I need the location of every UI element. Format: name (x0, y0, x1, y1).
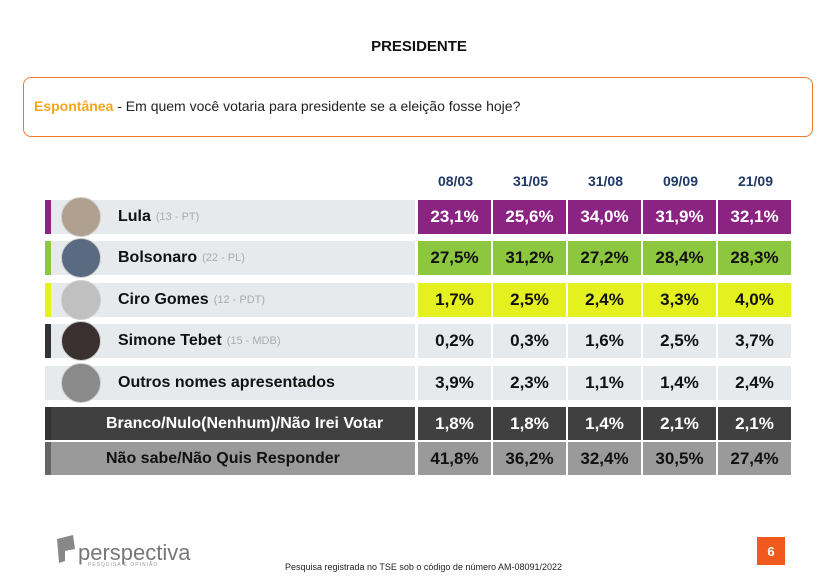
value-cell: 41,8% (418, 442, 491, 475)
candidate-name: Simone Tebet (118, 332, 222, 349)
value-cell: 0,3% (493, 324, 566, 358)
party: (12 - PDT) (213, 294, 266, 306)
value-cell: 0,2% (418, 324, 491, 358)
value-cell: 28,4% (643, 241, 716, 275)
column-header: 31/08 (587, 173, 624, 189)
value-cell: 4,0% (718, 283, 791, 317)
candidate-name: Bolsonaro (118, 249, 198, 266)
value-cell: 25,6% (493, 200, 566, 234)
value-cell: 3,3% (643, 283, 716, 317)
value-cell: 2,1% (643, 407, 716, 440)
value-cell: 3,9% (418, 366, 491, 400)
row-name: Outros nomes apresentados (118, 366, 335, 400)
row-accent (45, 283, 51, 317)
question-box (23, 77, 813, 137)
logo: perspectiva (78, 540, 191, 565)
row-background (45, 407, 415, 440)
value-cell: 1,4% (568, 407, 641, 440)
column-header: 09/09 (662, 173, 699, 189)
row-name: Lula (13 - PT) (118, 200, 199, 234)
candidate-name: Outros nomes apresentados (118, 374, 335, 391)
row-accent (45, 200, 51, 234)
value-cell: 1,7% (418, 283, 491, 317)
value-cell: 32,4% (568, 442, 641, 475)
value-cell: 27,4% (718, 442, 791, 475)
column-header: 31/05 (512, 173, 549, 189)
avatar (61, 280, 101, 320)
value-cell: 27,2% (568, 241, 641, 275)
row-background (45, 200, 415, 234)
row-background (45, 283, 415, 317)
avatar (61, 197, 101, 237)
footer-note: Pesquisa registrada no TSE sob o código … (285, 562, 563, 572)
value-cell: 32,1% (718, 200, 791, 234)
row-name: Ciro Gomes (12 - PDT) (118, 283, 265, 317)
row-background (45, 241, 415, 275)
candidate-name: Ciro Gomes (118, 291, 209, 308)
row-name: Não sabe/Não Quis Responder (106, 442, 340, 475)
value-cell: 1,4% (643, 366, 716, 400)
question: Espontânea - Em quem você votaria para p… (34, 98, 520, 114)
question-text: - Em quem você votaria para presidente s… (113, 98, 521, 114)
row-accent (45, 241, 51, 275)
value-cell: 31,9% (643, 200, 716, 234)
value-cell: 2,5% (493, 283, 566, 317)
row-accent (45, 442, 51, 475)
value-cell: 30,5% (643, 442, 716, 475)
title: PRESIDENTE (371, 38, 467, 55)
row-background (45, 324, 415, 358)
value-cell: 3,7% (718, 324, 791, 358)
column-header: 21/09 (737, 173, 774, 189)
logo-tagline: PESQUISA E OPINIÃO (88, 562, 159, 568)
value-cell: 23,1% (418, 200, 491, 234)
row-background (45, 366, 415, 400)
value-cell: 1,1% (568, 366, 641, 400)
value-cell: 2,4% (718, 366, 791, 400)
value-cell: 28,3% (718, 241, 791, 275)
question-label: Espontânea (34, 98, 114, 114)
row-background (45, 442, 415, 475)
value-cell: 1,8% (493, 407, 566, 440)
value-cell: 1,6% (568, 324, 641, 358)
avatar (61, 238, 101, 278)
candidate-name: Lula (118, 208, 151, 225)
row-name: Branco/Nulo(Nenhum)/Não Irei Votar (106, 407, 383, 440)
value-cell: 34,0% (568, 200, 641, 234)
avatar (61, 363, 101, 403)
value-cell: 27,5% (418, 241, 491, 275)
party: (13 - PT) (155, 211, 200, 223)
value-cell: 2,4% (568, 283, 641, 317)
value-cell: 31,2% (493, 241, 566, 275)
candidate-name: Não sabe/Não Quis Responder (106, 449, 340, 467)
column-header: 08/03 (437, 173, 474, 189)
candidate-name: Branco/Nulo(Nenhum)/Não Irei Votar (106, 414, 384, 432)
row-name: Simone Tebet (15 - MDB) (118, 324, 281, 358)
party: (15 - MDB) (226, 335, 281, 347)
value-cell: 1,8% (418, 407, 491, 440)
party: (22 - PL) (202, 252, 245, 264)
logo-icon (57, 535, 75, 563)
page-number: 6 (757, 537, 785, 565)
row-accent (45, 324, 51, 358)
value-cell: 2,5% (643, 324, 716, 358)
value-cell: 2,1% (718, 407, 791, 440)
row-accent (45, 407, 51, 440)
value-cell: 2,3% (493, 366, 566, 400)
row-name: Bolsonaro (22 - PL) (118, 241, 245, 275)
value-cell: 36,2% (493, 442, 566, 475)
avatar (61, 321, 101, 361)
